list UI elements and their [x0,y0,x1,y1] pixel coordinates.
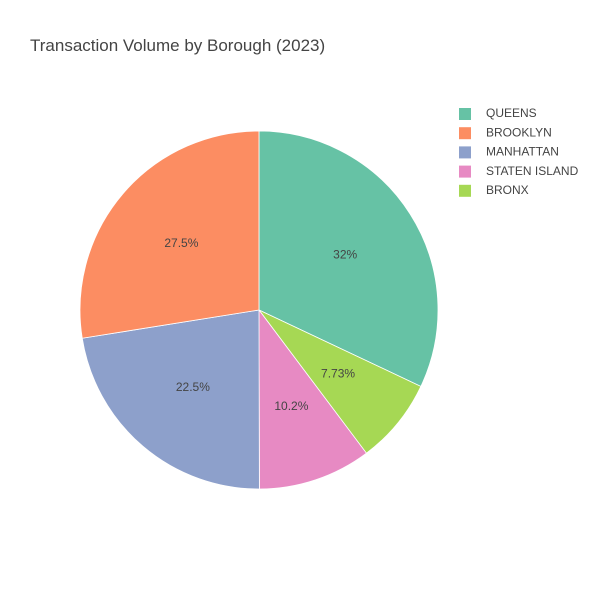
legend-label-staten-island: STATEN ISLAND [486,164,579,178]
legend-item-brooklyn[interactable]: BROOKLYN [459,125,552,139]
pie-slice-staten-island[interactable] [258,308,367,490]
legend-swatch-staten-island [459,165,471,178]
legend: QUEENS BROOKLYN MANHATTAN STATEN ISLAND BRON… [459,106,579,197]
slice-labels: 32% 7.73% 10.2% 22.5% 27.5% [164,236,357,413]
legend-item-manhattan[interactable]: MANHATTAN [459,145,559,159]
legend-item-staten-island[interactable]: STATEN ISLAND [459,164,579,178]
slice-label-bronx: 7.73% [321,367,355,381]
legend-swatch-queens [459,108,471,120]
legend-label-bronx: BRONX [486,183,529,197]
legend-item-bronx[interactable]: BRONX [459,183,529,197]
pie-slice-brooklyn[interactable] [79,130,260,339]
legend-item-queens[interactable]: QUEENS [459,106,537,120]
legend-label-brooklyn: BROOKLYN [486,125,552,139]
legend-swatch-bronx [459,184,471,197]
slice-label-brooklyn: 27.5% [164,236,198,250]
legend-label-manhattan: MANHATTAN [486,145,559,159]
legend-label-queens: QUEENS [486,106,537,120]
slice-label-manhattan: 22.5% [176,380,210,394]
legend-swatch-manhattan [459,146,471,159]
slice-label-queens: 32% [333,248,357,262]
chart-title: Transaction Volume by Borough (2023) [30,36,325,55]
pie-slice-manhattan[interactable] [81,309,260,490]
pie-slices [79,130,439,490]
legend-swatch-brooklyn [459,127,471,140]
slice-label-staten-island: 10.2% [274,399,308,413]
pie-slice-queens[interactable] [258,130,439,387]
